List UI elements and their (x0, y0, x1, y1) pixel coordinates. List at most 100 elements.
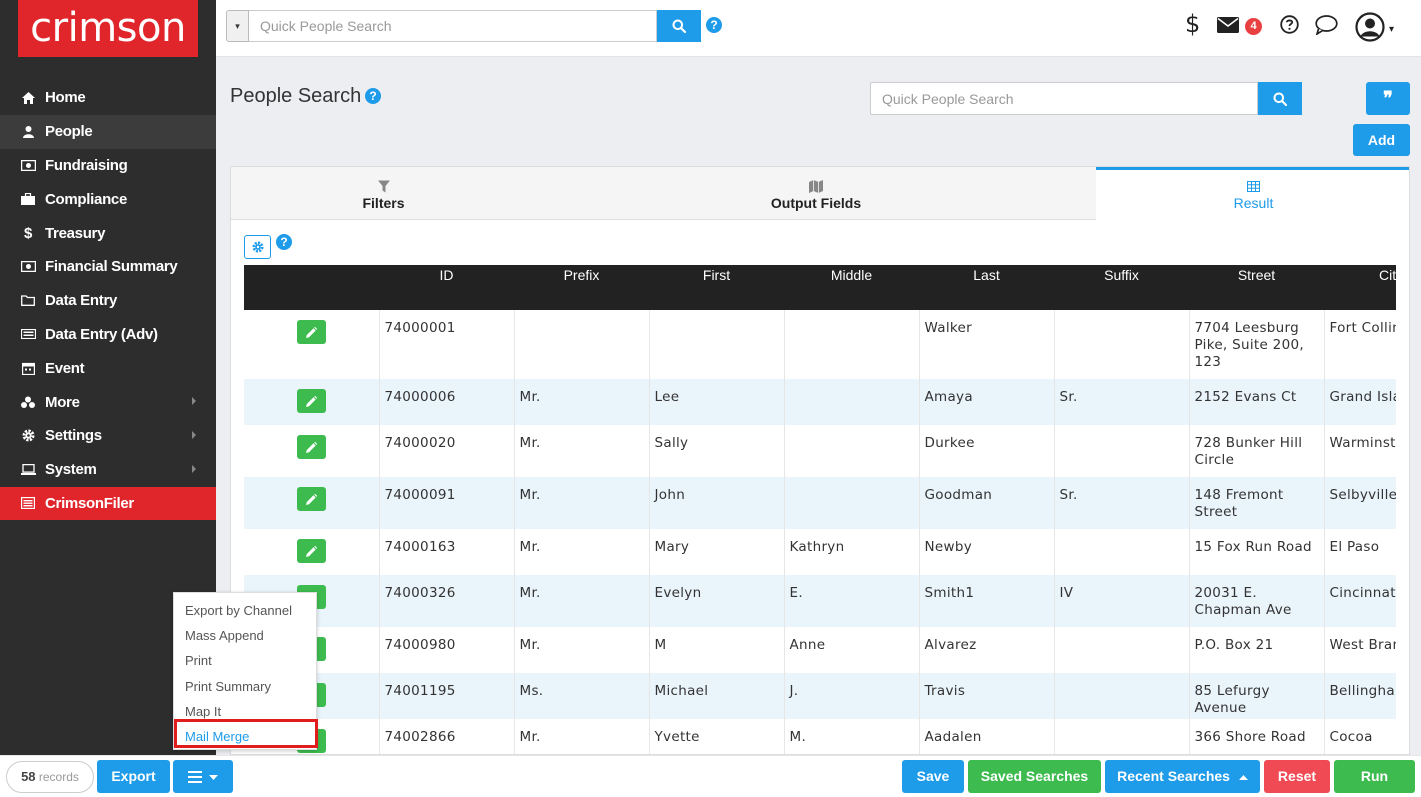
filter-icon (377, 180, 390, 193)
home-icon (19, 91, 37, 105)
mail-icon[interactable] (1217, 17, 1239, 36)
sidebar-item-crimsonfiler[interactable]: CrimsonFiler (0, 486, 216, 521)
results-table-container[interactable]: ID Prefix First Middle Last Suffix Stree… (244, 265, 1396, 754)
run-button[interactable]: Run (1334, 760, 1415, 793)
cell-street: 20031 E. Chapman Ave (1189, 575, 1325, 627)
dollar-icon[interactable]: $ (1185, 10, 1201, 38)
edit-row-button[interactable] (296, 487, 326, 511)
money-icon (19, 260, 37, 274)
saved-searches-button[interactable]: Saved Searches (968, 760, 1101, 793)
edit-row-button[interactable] (296, 435, 326, 459)
sidebar-item-compliance[interactable]: Compliance (0, 182, 216, 216)
submenu-arrow-icon (192, 464, 196, 473)
sidebar-item-people[interactable]: People (0, 114, 216, 149)
sidebar-item-event[interactable]: Event (0, 351, 216, 385)
cell-id: 74000980 (379, 627, 515, 673)
cell-middle: Anne (784, 627, 920, 673)
sidebar-item-system[interactable]: System (0, 453, 216, 487)
tab-output-fields[interactable]: Output Fields (536, 167, 1096, 220)
cell-suffix: IV (1054, 575, 1190, 627)
chat-icon[interactable] (1315, 15, 1338, 38)
cell-middle: J. (784, 673, 920, 719)
cell-street: 7704 Leesburg Pike, Suite 200, 123 (1189, 310, 1325, 379)
table-row[interactable]: 74000980 Mr. M Anne Alvarez P.O. Box 21 West B… (244, 627, 1396, 673)
edit-row-button[interactable] (296, 320, 326, 344)
page-help-icon[interactable]: ? (365, 88, 381, 104)
column-header-street[interactable]: Street (1237, 267, 1276, 283)
help-circle-icon[interactable] (1280, 15, 1299, 37)
menu-item-mass-append[interactable]: Mass Append (185, 628, 264, 643)
table-row[interactable]: 74000091 Mr. John Goodman Sr. 148 Fremont Str… (244, 477, 1396, 529)
quote-button[interactable]: ❞ (1366, 82, 1410, 115)
cell-middle: Kathryn (784, 529, 920, 575)
column-header-last[interactable]: Last (973, 267, 1000, 283)
table-row[interactable]: 74002866 Mr. Yvette M. Aadalen 366 Shore Road… (244, 719, 1396, 754)
menu-item-print-summary[interactable]: Print Summary (185, 679, 271, 694)
table-row[interactable]: 74001195 Ms. Michael J. Travis 85 Lefurgy Ave… (244, 673, 1396, 719)
edit-row-button[interactable] (296, 389, 326, 413)
table-icon (1247, 181, 1260, 192)
tab-result[interactable]: Result (1096, 167, 1409, 220)
edit-cell (244, 425, 380, 477)
sidebar-item-treasury[interactable]: $ Treasury (0, 216, 216, 250)
sidebar-item-data-entry[interactable]: Data Entry (0, 284, 216, 318)
table-row[interactable]: 74000006 Mr. Lee Amaya Sr. 2152 Evans Ct Grand… (244, 379, 1396, 425)
column-header-city[interactable]: City (1379, 267, 1396, 283)
avatar-caret-icon[interactable]: ▾ (1389, 24, 1395, 35)
search-type-dropdown[interactable]: ▾ (226, 10, 249, 42)
result-help-icon[interactable]: ? (276, 234, 292, 250)
sidebar-item-data-entry-adv[interactable]: Data Entry (Adv) (0, 318, 216, 352)
dollar-icon: $ (23, 224, 33, 242)
pencil-icon (305, 545, 317, 557)
crimson-logo[interactable]: crimson (18, 0, 198, 57)
cell-middle (784, 379, 920, 425)
cell-prefix: Mr. (514, 477, 650, 529)
menu-item-map-it[interactable]: Map It (185, 704, 222, 719)
sidebar-item-home[interactable]: Home (0, 81, 216, 115)
table-row[interactable]: 74000001 Walker 7704 Leesburg Pike, Suite … (244, 310, 1396, 379)
cell-city: Fort Collins (1324, 310, 1396, 379)
main-search-button[interactable] (1258, 82, 1302, 115)
main-quick-search-input[interactable] (870, 82, 1258, 115)
records-count: 58 (21, 769, 36, 784)
edit-row-button[interactable] (296, 539, 326, 563)
column-header-prefix[interactable]: Prefix (563, 267, 600, 283)
menu-item-mail-merge[interactable]: Mail Merge (185, 729, 250, 744)
save-button[interactable]: Save (902, 760, 964, 793)
column-header-edit (244, 265, 379, 310)
reset-button[interactable]: Reset (1264, 760, 1330, 793)
column-header-id[interactable]: ID (439, 267, 454, 283)
sidebar-item-settings[interactable]: Settings (0, 419, 216, 453)
menu-item-export-by-channel[interactable]: Export by Channel (185, 603, 292, 618)
sidebar-item-fundraising[interactable]: Fundraising (0, 149, 216, 183)
cell-last: Travis (919, 673, 1055, 719)
add-button[interactable]: Add (1353, 124, 1410, 156)
sidebar: crimson Home People Fundraising Complian… (0, 0, 216, 755)
top-quick-search-input[interactable] (249, 10, 657, 42)
map-icon (809, 180, 823, 193)
more-actions-button[interactable] (173, 760, 233, 793)
top-help-icon[interactable]: ? (706, 17, 722, 33)
cell-first (649, 310, 785, 379)
top-search-button[interactable] (657, 10, 701, 42)
table-row[interactable]: 74000163 Mr. Mary Kathryn Newby 15 Fox Run Ro… (244, 529, 1396, 575)
edit-cell (244, 310, 380, 379)
recent-searches-button[interactable]: Recent Searches (1105, 760, 1260, 793)
column-header-suffix[interactable]: Suffix (1104, 267, 1139, 283)
table-row[interactable]: 74000020 Mr. Sally Durkee 728 Bunker Hill Ci… (244, 425, 1396, 477)
column-header-first[interactable]: First (702, 267, 731, 283)
sidebar-item-more[interactable]: More (0, 385, 216, 419)
export-button[interactable]: Export (97, 760, 170, 793)
sidebar-item-label: Compliance (45, 190, 128, 208)
tab-filters[interactable]: Filters (231, 167, 536, 220)
cell-middle: M. (784, 719, 920, 754)
cell-first: Michael (649, 673, 785, 719)
table-row[interactable]: 74000326 Mr. Evelyn E. Smith1 IV 20031 E. Chap… (244, 575, 1396, 627)
cell-street: 366 Shore Road (1189, 719, 1325, 754)
column-header-middle[interactable]: Middle (830, 267, 873, 283)
menu-item-print[interactable]: Print (185, 653, 212, 668)
column-settings-button[interactable] (244, 235, 271, 259)
cell-city: El Paso (1324, 529, 1396, 575)
avatar[interactable] (1355, 12, 1385, 45)
sidebar-item-financial-summary[interactable]: Financial Summary (0, 250, 216, 284)
